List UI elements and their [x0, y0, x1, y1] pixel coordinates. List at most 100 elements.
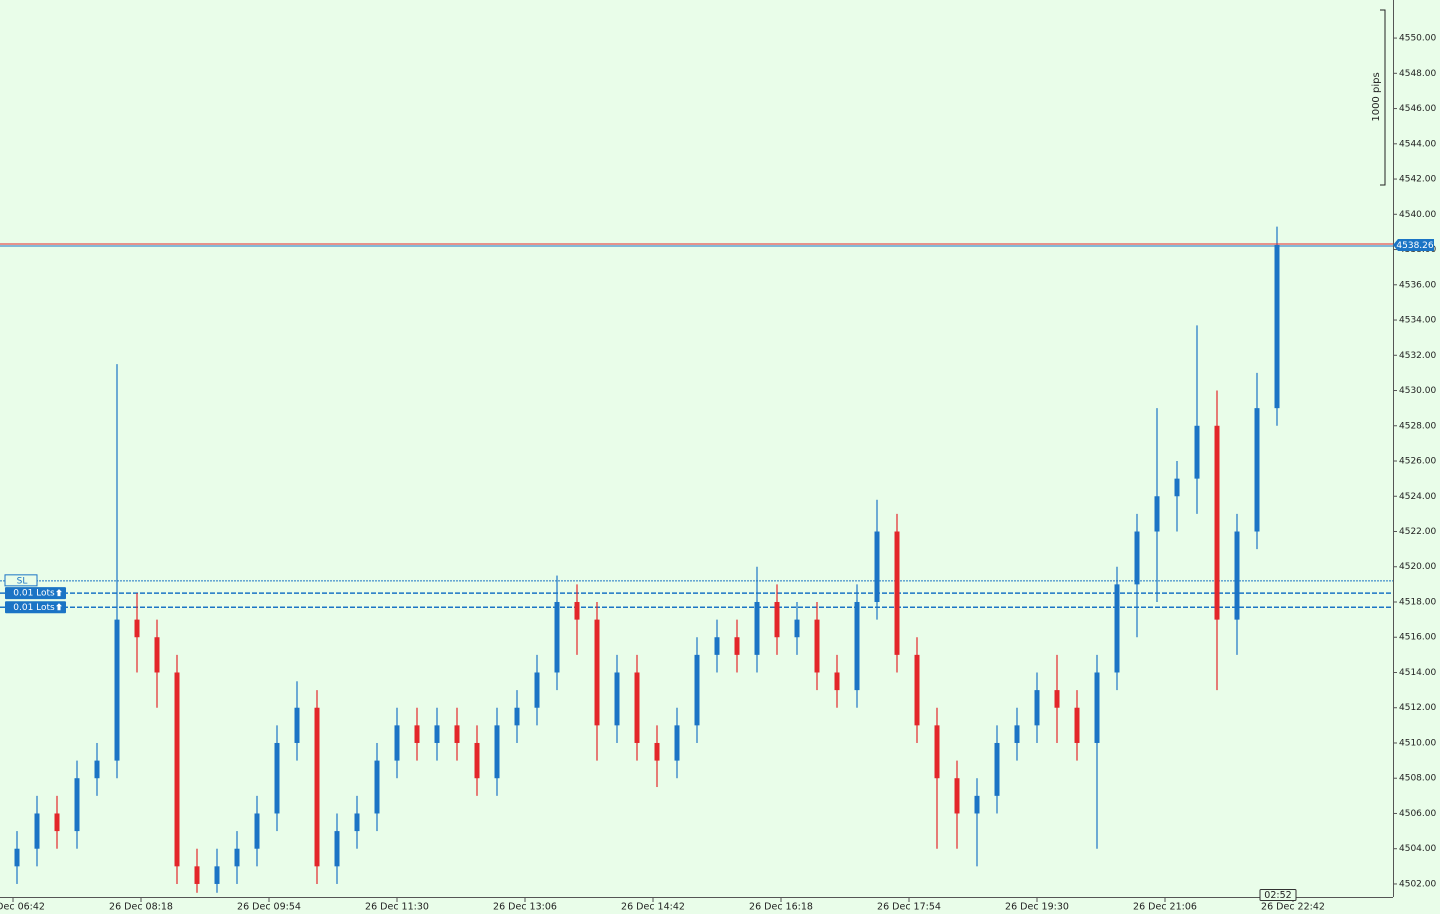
x-tick-label: 26 Dec 22:42 [1261, 902, 1325, 913]
x-tick-label: 26 Dec 08:18 [109, 902, 173, 913]
y-tick-label: 4512.00 [1399, 703, 1436, 713]
candle-body [234, 848, 240, 867]
candle-body [1154, 496, 1160, 532]
x-tick-label: 26 Dec 09:54 [237, 902, 301, 913]
candle-body [1254, 408, 1260, 532]
order-tag[interactable]: 0.01 Lots [5, 601, 66, 614]
y-tick-label: 4544.00 [1399, 139, 1436, 149]
candle-body [194, 866, 200, 884]
timer-box [1259, 889, 1297, 901]
y-tick-label: 4524.00 [1399, 492, 1436, 502]
y-tick-label: 4548.00 [1399, 69, 1436, 79]
y-tick-label: 4520.00 [1399, 562, 1436, 572]
bid-label: 4538.26 [1396, 241, 1433, 251]
candle-body [1014, 725, 1020, 743]
candle-body [1054, 690, 1060, 708]
candle-body [1094, 672, 1100, 743]
candle-body [1114, 584, 1120, 673]
order-tag-arrow [56, 603, 62, 611]
y-tick-label: 4534.00 [1399, 316, 1436, 326]
candle-body [154, 637, 160, 673]
x-tick-label: 26 Dec 19:30 [1005, 902, 1069, 913]
candle-body [354, 813, 360, 832]
candle-body [1234, 531, 1240, 620]
candle-body [434, 725, 440, 743]
y-tick-label: 4528.00 [1399, 421, 1436, 431]
candle-body [734, 637, 740, 655]
order-tag-box [5, 587, 66, 600]
candle-body [74, 778, 80, 832]
order-tag-label: SL [17, 576, 28, 586]
candle-body [374, 760, 380, 814]
x-tick-label: 26 Dec 11:30 [365, 902, 429, 913]
candle-body [714, 637, 720, 655]
candle-body [874, 531, 880, 602]
bid-label-box [1393, 238, 1434, 251]
order-tag-label: 0.01 Lots [13, 603, 55, 613]
order-tag[interactable]: 0.01 Lots [5, 587, 66, 600]
scale-label: 1000 pips [1371, 72, 1382, 121]
y-tick-label: 4510.00 [1399, 738, 1436, 748]
order-tag-arrow [56, 589, 62, 597]
candle-body [414, 725, 420, 743]
candle-body [1074, 707, 1080, 743]
y-tick-label: 4540.00 [1399, 210, 1436, 220]
candle-body [274, 742, 280, 814]
candle-body [394, 725, 400, 761]
y-tick-label: 4508.00 [1399, 774, 1436, 784]
candle-body [114, 619, 120, 761]
y-tick-label: 4502.00 [1399, 879, 1436, 889]
candle-body [454, 725, 460, 743]
candle-body [694, 654, 700, 726]
y-tick-label: 4522.00 [1399, 527, 1436, 537]
candle-body [214, 866, 220, 884]
candle-body [134, 619, 140, 638]
candle-body [474, 742, 480, 779]
candle-body [514, 707, 520, 726]
x-tick-label: 26 Dec 13:06 [493, 902, 557, 913]
candle-body [794, 619, 800, 638]
candle-body [754, 601, 760, 655]
candle-body [314, 707, 320, 867]
candle-body [894, 531, 900, 655]
y-tick-label: 4536.00 [1399, 280, 1436, 290]
y-tick-label: 4530.00 [1399, 386, 1436, 396]
candle-body [1134, 531, 1140, 585]
x-tick-label: 26 Dec 21:06 [1133, 902, 1197, 913]
candle-body [614, 672, 620, 726]
candle-body [974, 795, 980, 814]
candle-body [674, 725, 680, 761]
candle-body [494, 725, 500, 779]
candle-body [834, 672, 840, 691]
candle-body [934, 725, 940, 779]
candle-body [774, 601, 780, 638]
y-tick-label: 4514.00 [1399, 668, 1436, 678]
candle-body [554, 601, 560, 673]
x-tick-label: 26 Dec 14:42 [621, 902, 685, 913]
candle-body [334, 831, 340, 867]
y-tick-label: 4526.00 [1399, 457, 1436, 467]
candle-body [574, 601, 580, 620]
y-tick-label: 4504.00 [1399, 844, 1436, 854]
candle-body [954, 778, 960, 814]
candle-body [14, 848, 20, 867]
order-tag[interactable]: SL [4, 574, 38, 587]
candle-body [654, 742, 660, 761]
candle-body [294, 707, 300, 743]
candle-body [1174, 478, 1180, 497]
x-tick-label: 26 Dec 17:54 [877, 902, 941, 913]
order-tag-box [5, 601, 66, 614]
candle-body [54, 813, 60, 832]
candle-body [254, 813, 260, 849]
candle-body [994, 742, 1000, 796]
candle-body [634, 672, 640, 743]
candle-body [814, 619, 820, 673]
y-tick-label: 4542.00 [1399, 175, 1436, 185]
candle-body [1214, 425, 1220, 620]
candle-body [534, 672, 540, 708]
x-tick-label: 26 Dec 16:18 [749, 902, 813, 913]
candle-body [34, 813, 40, 849]
order-tag-label: 0.01 Lots [13, 589, 55, 599]
